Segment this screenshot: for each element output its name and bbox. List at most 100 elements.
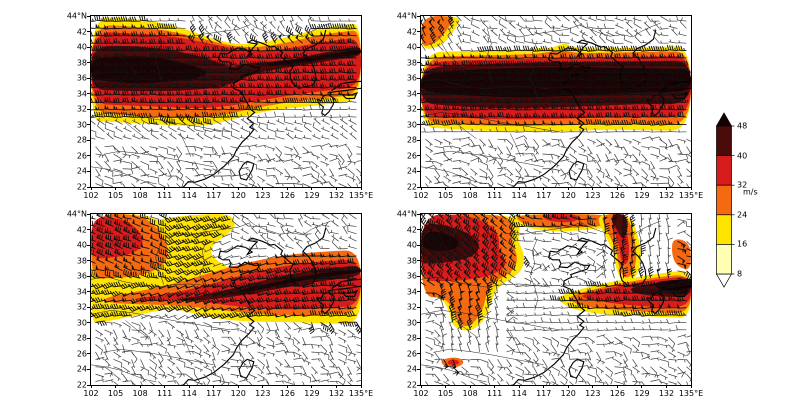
y-axis-tick: [87, 170, 90, 172]
y-tick-label: 26: [406, 349, 417, 359]
x-tick-label: 114: [511, 191, 527, 200]
y-tick-label: 34: [406, 89, 417, 99]
y-tick-label: 30: [406, 318, 417, 328]
x-axis-tick: [90, 187, 92, 190]
y-tick-label: 44°N: [66, 209, 87, 219]
y-axis-tick: [417, 170, 420, 172]
y-tick-label: 40: [76, 42, 87, 52]
x-tick-label: 129: [304, 191, 320, 200]
y-tick-label: 34: [406, 287, 417, 297]
colorbar-tick-label: 48: [737, 121, 748, 131]
x-tick-label: 117: [536, 191, 552, 200]
colorbar-unit-label: m/s: [743, 187, 758, 197]
y-tick-label: 32: [406, 302, 417, 312]
x-axis-tick: [420, 187, 422, 190]
x-axis-tick: [518, 187, 520, 190]
x-axis-tick: [445, 385, 447, 388]
x-tick-label: 102: [83, 191, 99, 200]
y-axis-tick: [87, 93, 90, 95]
x-tick-label: 132: [658, 191, 675, 200]
y-tick-label: 44°N: [66, 11, 87, 21]
y-axis-tick: [417, 260, 420, 262]
x-axis-tick: [690, 385, 692, 388]
y-axis-tick: [87, 139, 90, 141]
x-axis-tick: [469, 385, 471, 388]
x-axis-tick: [360, 187, 362, 190]
y-axis-tick: [87, 275, 90, 277]
x-tick-label: 114: [181, 191, 197, 200]
y-tick-label: 22: [76, 182, 87, 192]
x-tick-label: 129: [634, 389, 650, 398]
y-axis-tick: [87, 291, 90, 293]
x-tick-label: 123: [255, 389, 271, 398]
y-axis-tick: [417, 155, 420, 157]
x-axis-tick: [592, 187, 594, 190]
y-axis-tick: [87, 62, 90, 64]
x-tick-label: 129: [304, 389, 320, 398]
x-tick-label: 126: [279, 191, 295, 200]
x-axis-tick: [567, 385, 569, 388]
x-tick-label: 132: [328, 389, 345, 398]
y-axis-tick: [417, 46, 420, 48]
x-axis-tick: [335, 385, 337, 388]
x-axis-tick: [237, 187, 239, 190]
y-axis-tick: [87, 322, 90, 324]
x-tick-label: 120: [230, 191, 246, 200]
y-axis-tick: [87, 15, 90, 17]
x-axis-tick: [518, 385, 520, 388]
y-axis-tick: [417, 306, 420, 308]
y-tick-label: 24: [76, 364, 87, 374]
x-axis-tick: [665, 187, 667, 190]
y-tick-label: 22: [76, 380, 87, 390]
x-tick-label: 102: [413, 191, 429, 200]
x-tick-label: 111: [156, 389, 173, 398]
y-axis-tick: [87, 229, 90, 231]
y-axis-tick: [417, 186, 420, 188]
x-tick-label: 120: [560, 389, 576, 398]
x-tick-label: 111: [156, 191, 173, 200]
y-tick-label: 34: [76, 89, 87, 99]
y-axis-tick: [87, 124, 90, 126]
x-axis-tick: [420, 385, 422, 388]
x-tick-label: 132: [658, 389, 675, 398]
y-tick-label: 30: [76, 120, 87, 130]
y-tick-label: 36: [76, 271, 87, 281]
x-axis-tick: [262, 187, 264, 190]
x-axis-tick: [164, 187, 166, 190]
x-axis-tick: [90, 385, 92, 388]
x-axis-tick: [188, 385, 190, 388]
x-axis-tick: [616, 187, 618, 190]
y-tick-label: 38: [406, 58, 417, 68]
y-tick-label: 28: [406, 333, 417, 343]
y-axis-tick: [417, 108, 420, 110]
y-tick-label: 28: [76, 333, 87, 343]
x-tick-label: 105: [107, 191, 124, 200]
x-tick-label: 108: [132, 191, 148, 200]
x-tick-label: 111: [486, 191, 503, 200]
x-tick-label: 132: [328, 191, 345, 200]
y-tick-label: 32: [406, 104, 417, 114]
x-axis-tick: [139, 385, 141, 388]
y-tick-label: 34: [76, 287, 87, 297]
x-tick-label: 114: [511, 389, 527, 398]
x-axis-tick: [188, 187, 190, 190]
y-tick-label: 24: [76, 166, 87, 176]
colorbar-tick-label: 32: [737, 180, 748, 190]
x-axis-tick: [445, 187, 447, 190]
x-axis-tick: [115, 385, 117, 388]
wind-map-canvas-a: [91, 16, 361, 187]
y-tick-label: 38: [76, 58, 87, 68]
x-axis-tick: [543, 187, 545, 190]
x-tick-label: 108: [462, 191, 478, 200]
y-axis-tick: [417, 15, 420, 17]
y-tick-label: 40: [406, 42, 417, 52]
colorbar-tick-label: 40: [737, 151, 748, 161]
y-tick-label: 26: [76, 151, 87, 161]
x-axis-tick: [237, 385, 239, 388]
y-axis-tick: [417, 337, 420, 339]
x-tick-label: 135°E: [678, 191, 704, 200]
x-axis-tick: [592, 385, 594, 388]
x-axis-tick: [286, 187, 288, 190]
x-tick-label: 135°E: [678, 389, 704, 398]
y-axis-tick: [417, 353, 420, 355]
